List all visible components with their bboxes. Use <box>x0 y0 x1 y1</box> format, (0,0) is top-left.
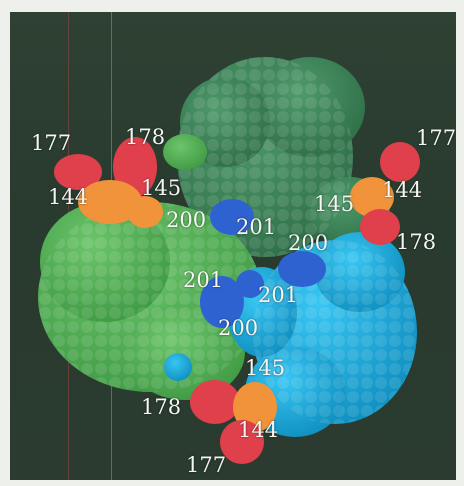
residue-label-201-top: 201 <box>236 215 277 239</box>
residue-label-178-top-left: 178 <box>125 125 166 149</box>
residue-label-200-bottom: 200 <box>218 316 259 340</box>
residue-label-201-left: 201 <box>183 268 224 292</box>
residue-label-201-right: 201 <box>258 283 299 307</box>
residue-label-200-right: 200 <box>288 231 329 255</box>
residue-label-177-bottom: 177 <box>186 453 227 477</box>
protein-spacefill-model <box>38 57 420 464</box>
residue-label-145-right: 145 <box>314 192 355 216</box>
residue-label-144-bottom: 144 <box>238 418 279 442</box>
interface-residues-blue <box>200 199 326 328</box>
top-left-loop-region <box>54 137 163 228</box>
residue-label-200-top: 200 <box>166 208 207 232</box>
right-loop-region <box>350 142 420 245</box>
residue-label-178-right: 178 <box>396 230 437 254</box>
left-subunit-light-green <box>38 134 262 400</box>
residue-label-178-bottom: 178 <box>141 395 182 419</box>
residue-label-177-top-left: 177 <box>31 131 72 155</box>
residue-label-145-bottom: 145 <box>245 356 286 380</box>
residue-label-177-right: 177 <box>416 126 456 150</box>
residue-label-144-right: 144 <box>382 178 423 202</box>
bottom-loop-region <box>190 380 277 464</box>
residue-label-144-top-left: 144 <box>48 185 89 209</box>
residue-label-145-top-left: 145 <box>141 176 182 200</box>
molecular-structure-panel: 177 178 144 145 200 201 177 144 145 178 … <box>10 12 456 480</box>
